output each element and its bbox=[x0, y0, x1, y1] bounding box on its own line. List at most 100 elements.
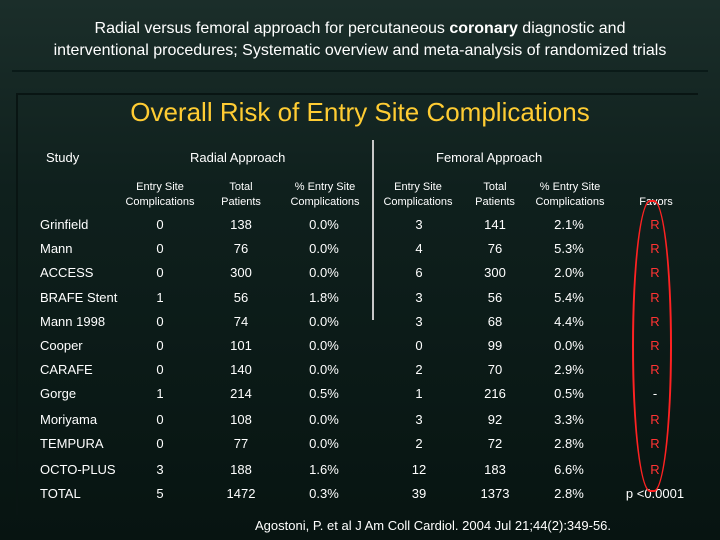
cell-r-total: 138 bbox=[230, 217, 252, 232]
cell-r-pct: 0.0% bbox=[309, 265, 339, 280]
cell-favors: - bbox=[652, 386, 658, 401]
cell-r-total: 74 bbox=[233, 314, 249, 329]
cell-r-pct: 0.0% bbox=[309, 436, 339, 451]
cell-r-pct: 0.5% bbox=[309, 386, 339, 401]
cell-r-total: 77 bbox=[233, 436, 249, 451]
cell-f-entry: 0 bbox=[415, 338, 423, 353]
cell-r-pct: 0.0% bbox=[309, 362, 339, 377]
cell-r-entry: 1 bbox=[156, 290, 164, 305]
cell-f-total: 56 bbox=[487, 290, 503, 305]
cell-r-entry: 0 bbox=[156, 412, 164, 427]
cell-r-entry: 0 bbox=[156, 314, 164, 329]
cell-f-pct: 3.3% bbox=[554, 412, 584, 427]
cell-r-entry: 0 bbox=[156, 362, 164, 377]
cell-f-total: 92 bbox=[487, 412, 503, 427]
cell-r-total: 56 bbox=[233, 290, 249, 305]
cell-favors: R bbox=[650, 412, 660, 427]
cell-r-pct: 1.6% bbox=[309, 462, 339, 477]
cell-r-total: 300 bbox=[230, 265, 252, 280]
cell-f-total: 216 bbox=[484, 386, 506, 401]
cell-f-entry: 4 bbox=[415, 241, 423, 256]
cell-f-total: 70 bbox=[487, 362, 503, 377]
cell-f-entry: 3 bbox=[415, 412, 423, 427]
cell-f-total: 183 bbox=[484, 462, 506, 477]
cell-r-entry: 3 bbox=[156, 462, 164, 477]
cell-study: CARAFE bbox=[40, 362, 93, 377]
femoral-total-header: Total Patients bbox=[475, 181, 515, 208]
cell-r-pct: 0.0% bbox=[309, 338, 339, 353]
citation: Agostoni, P. et al J Am Coll Cardiol. 20… bbox=[255, 518, 612, 533]
cell-study: Moriyama bbox=[40, 412, 98, 427]
radial-entry-header: Entry Site Complications bbox=[125, 181, 195, 208]
cell-r-entry: 0 bbox=[156, 217, 164, 232]
header-keyword: coronary bbox=[449, 20, 518, 37]
cell-r-entry: 0 bbox=[156, 265, 164, 280]
cell-f-entry: 3 bbox=[415, 290, 423, 305]
cell-study: OCTO-PLUS bbox=[40, 462, 116, 477]
cell-r-entry: 0 bbox=[156, 241, 164, 256]
cell-f-total: 1373 bbox=[480, 486, 510, 501]
cell-favors: R bbox=[650, 338, 660, 353]
cell-r-total: 108 bbox=[230, 412, 252, 427]
cell-f-entry: 2 bbox=[415, 436, 423, 451]
cell-f-pct: 2.9% bbox=[554, 362, 584, 377]
content-panel bbox=[16, 93, 698, 515]
cell-favors: R bbox=[650, 314, 660, 329]
cell-study: Mann 1998 bbox=[40, 314, 106, 329]
cell-r-total: 76 bbox=[233, 241, 249, 256]
femoral-pct-header: % Entry Site Complications bbox=[535, 181, 605, 208]
cell-f-entry: 12 bbox=[411, 462, 427, 477]
cell-f-pct: 5.4% bbox=[554, 290, 584, 305]
cell-r-total: 140 bbox=[230, 362, 252, 377]
cell-r-pct: 0.3% bbox=[309, 486, 339, 501]
cell-r-pct: 0.0% bbox=[309, 314, 339, 329]
cell-f-pct: 2.1% bbox=[554, 217, 584, 232]
cell-study: TOTAL bbox=[40, 486, 81, 501]
radial-total-header: Total Patients bbox=[221, 181, 261, 208]
header-line-2: interventional procedures; Systematic ov… bbox=[53, 42, 667, 59]
approach-divider bbox=[372, 140, 374, 320]
cell-r-pct: 1.8% bbox=[309, 290, 339, 305]
cell-r-total: 1472 bbox=[226, 486, 256, 501]
slide-header: Radial versus femoral approach for percu… bbox=[0, 18, 720, 62]
femoral-entry-header: Entry Site Complications bbox=[383, 181, 453, 208]
cell-favors: R bbox=[650, 290, 660, 305]
cell-f-pct: 4.4% bbox=[554, 314, 584, 329]
favors-highlight-ellipse bbox=[632, 200, 672, 492]
cell-f-entry: 3 bbox=[415, 217, 423, 232]
cell-f-entry: 1 bbox=[415, 386, 423, 401]
cell-favors: R bbox=[650, 265, 660, 280]
cell-favors: R bbox=[650, 362, 660, 377]
cell-favors: p <0.0001 bbox=[625, 486, 685, 501]
radial-approach-header: Radial Approach bbox=[190, 150, 286, 165]
cell-f-entry: 3 bbox=[415, 314, 423, 329]
cell-study: Grinfield bbox=[40, 217, 89, 232]
cell-r-total: 214 bbox=[230, 386, 252, 401]
cell-f-total: 141 bbox=[484, 217, 506, 232]
cell-study: ACCESS bbox=[40, 265, 94, 280]
cell-f-pct: 2.8% bbox=[554, 436, 584, 451]
cell-r-pct: 0.0% bbox=[309, 412, 339, 427]
cell-f-pct: 0.0% bbox=[554, 338, 584, 353]
slide-title: Overall Risk of Entry Site Complications bbox=[130, 97, 590, 127]
cell-r-entry: 5 bbox=[156, 486, 164, 501]
cell-f-total: 72 bbox=[487, 436, 503, 451]
cell-r-entry: 0 bbox=[156, 338, 164, 353]
cell-r-pct: 0.0% bbox=[309, 217, 339, 232]
cell-f-total: 68 bbox=[487, 314, 503, 329]
cell-r-entry: 0 bbox=[156, 436, 164, 451]
cell-study: TEMPURA bbox=[40, 436, 104, 451]
radial-pct-header: % Entry Site Complications bbox=[290, 181, 360, 208]
cell-f-pct: 0.5% bbox=[554, 386, 584, 401]
cell-f-pct: 5.3% bbox=[554, 241, 584, 256]
cell-f-entry: 6 bbox=[415, 265, 423, 280]
study-column-header: Study bbox=[46, 150, 80, 165]
cell-f-pct: 2.8% bbox=[554, 486, 584, 501]
cell-study: Mann bbox=[40, 241, 73, 256]
cell-f-total: 76 bbox=[487, 241, 503, 256]
cell-f-entry: 2 bbox=[415, 362, 423, 377]
cell-f-total: 300 bbox=[484, 265, 506, 280]
header-divider bbox=[12, 70, 708, 72]
cell-f-pct: 2.0% bbox=[554, 265, 584, 280]
cell-r-total: 188 bbox=[230, 462, 252, 477]
